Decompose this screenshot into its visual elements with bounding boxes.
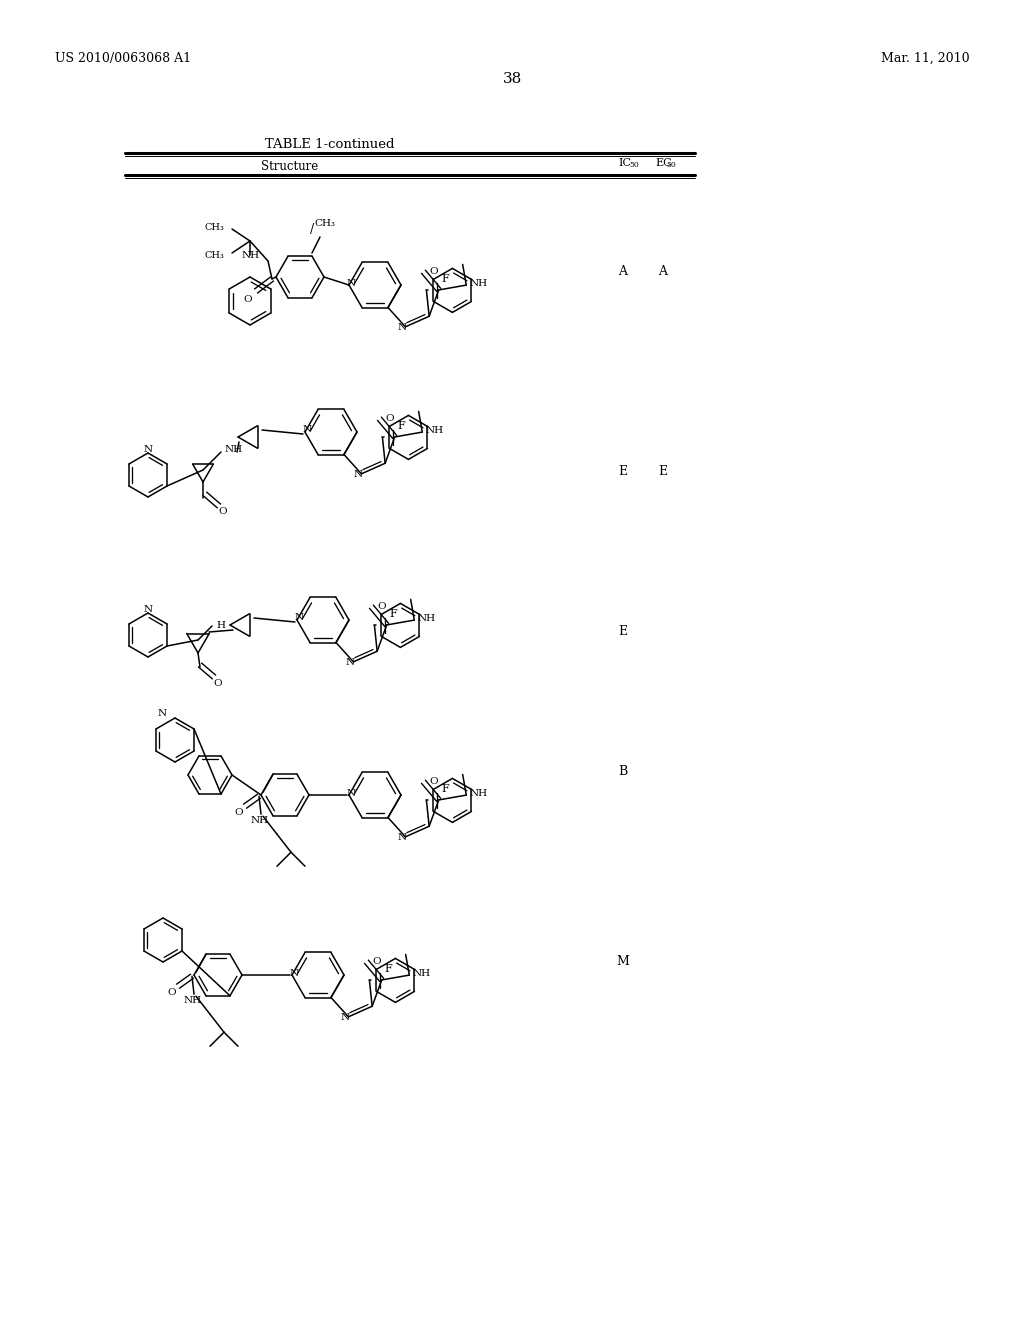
Text: F: F bbox=[397, 421, 406, 432]
Text: N: N bbox=[143, 605, 153, 614]
Text: O: O bbox=[385, 414, 394, 424]
Text: O: O bbox=[373, 957, 381, 966]
Text: N: N bbox=[346, 659, 355, 668]
Text: CH₃: CH₃ bbox=[314, 219, 335, 227]
Text: O: O bbox=[234, 808, 244, 817]
Text: Structure: Structure bbox=[261, 160, 318, 173]
Text: A: A bbox=[618, 265, 628, 279]
Text: O: O bbox=[429, 777, 438, 787]
Text: E: E bbox=[658, 465, 668, 478]
Text: N: N bbox=[398, 833, 407, 842]
Text: 50: 50 bbox=[629, 161, 639, 169]
Text: B: B bbox=[618, 766, 628, 777]
Text: CH₃: CH₃ bbox=[204, 251, 224, 260]
Text: O: O bbox=[168, 987, 176, 997]
Text: F: F bbox=[441, 784, 450, 795]
Text: O: O bbox=[378, 602, 386, 611]
Text: F: F bbox=[384, 965, 392, 974]
Text: M: M bbox=[616, 954, 630, 968]
Text: 38: 38 bbox=[503, 73, 521, 86]
Text: IC: IC bbox=[618, 158, 631, 168]
Text: /: / bbox=[310, 223, 314, 236]
Text: F: F bbox=[441, 275, 450, 284]
Text: H: H bbox=[216, 620, 225, 630]
Text: 50: 50 bbox=[666, 161, 676, 169]
Text: N: N bbox=[398, 323, 407, 333]
Text: O: O bbox=[214, 678, 222, 688]
Text: O: O bbox=[429, 267, 438, 276]
Text: O: O bbox=[219, 507, 227, 516]
Text: N: N bbox=[295, 614, 303, 623]
Text: NH: NH bbox=[418, 614, 435, 623]
Text: N: N bbox=[346, 279, 355, 288]
Text: N: N bbox=[290, 969, 299, 978]
Text: NH: NH bbox=[184, 995, 202, 1005]
Text: F: F bbox=[389, 610, 397, 619]
Text: N: N bbox=[143, 445, 153, 454]
Text: Mar. 11, 2010: Mar. 11, 2010 bbox=[882, 51, 970, 65]
Text: NH: NH bbox=[242, 252, 260, 260]
Text: NH: NH bbox=[251, 816, 269, 825]
Text: A: A bbox=[658, 265, 668, 279]
Text: N: N bbox=[341, 1014, 350, 1022]
Text: N: N bbox=[158, 710, 167, 718]
Text: NH: NH bbox=[469, 279, 487, 288]
Text: N: N bbox=[354, 470, 362, 479]
Text: NH: NH bbox=[425, 425, 443, 434]
Text: N: N bbox=[302, 425, 311, 434]
Text: US 2010/0063068 A1: US 2010/0063068 A1 bbox=[55, 51, 191, 65]
Text: TABLE 1-continued: TABLE 1-continued bbox=[265, 139, 394, 150]
Text: O: O bbox=[244, 294, 252, 304]
Text: EC: EC bbox=[655, 158, 672, 168]
Text: E: E bbox=[618, 624, 628, 638]
Text: NH: NH bbox=[413, 969, 430, 978]
Text: E: E bbox=[618, 465, 628, 478]
Text: NH: NH bbox=[469, 788, 487, 797]
Text: NH: NH bbox=[225, 445, 243, 454]
Text: CH₃: CH₃ bbox=[204, 223, 224, 231]
Text: N: N bbox=[346, 788, 355, 797]
